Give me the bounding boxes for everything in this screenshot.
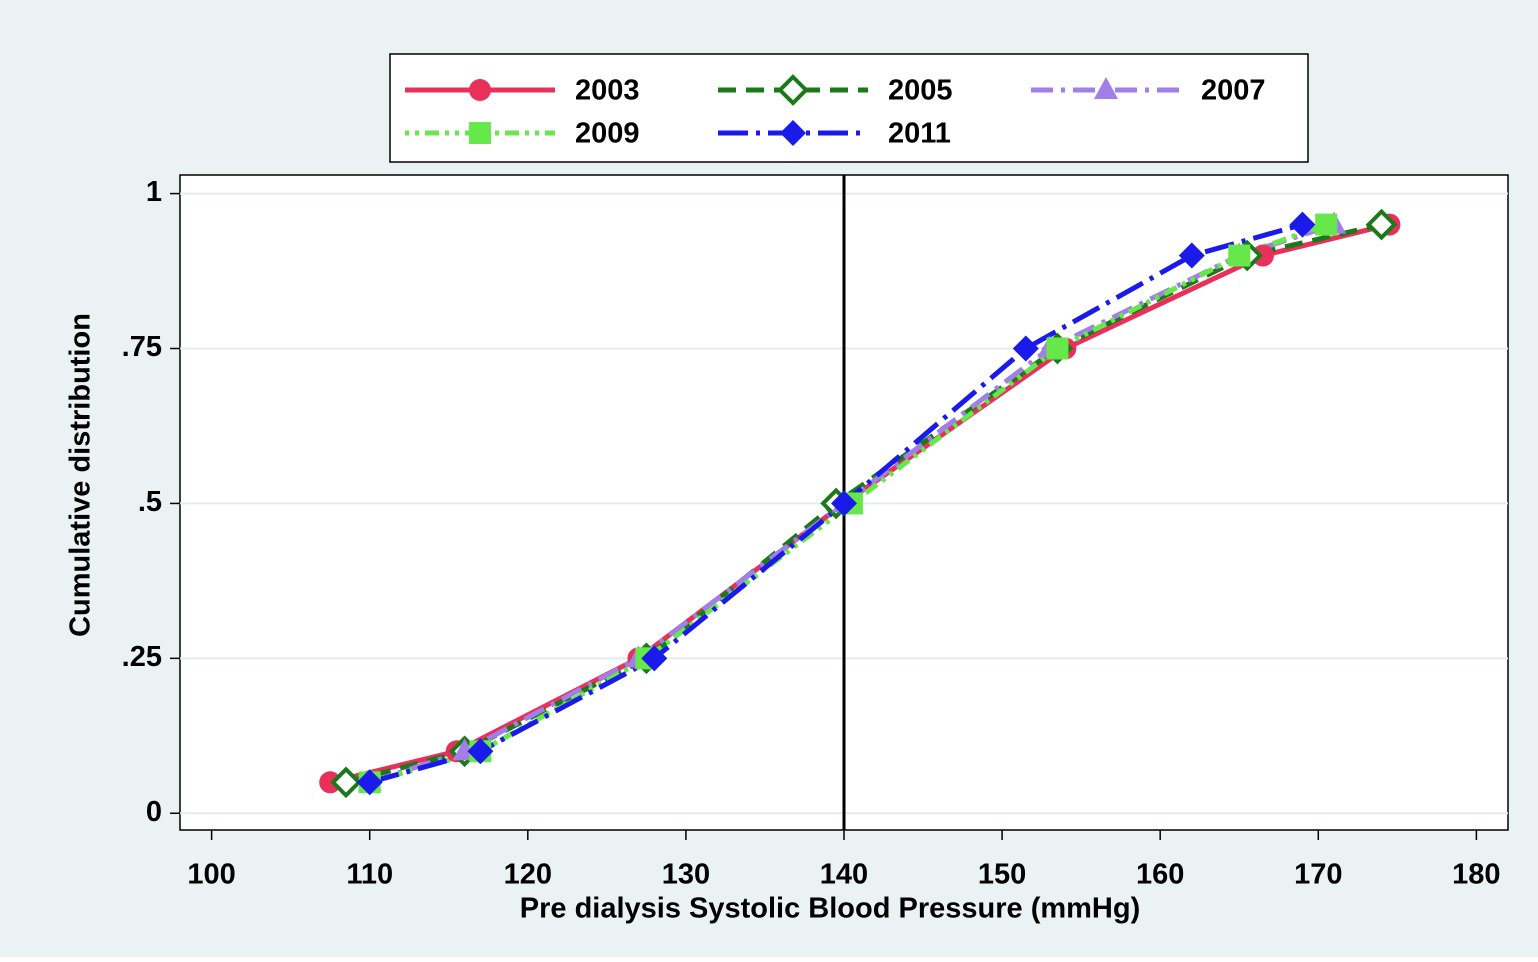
marker (831, 490, 857, 517)
x-tick-label: 100 (187, 859, 235, 891)
marker (330, 766, 362, 799)
y-tick-label: .75 (122, 331, 162, 363)
legend-marker (469, 79, 491, 101)
marker (1228, 244, 1251, 267)
legend-marker (780, 120, 806, 146)
y-axis-title: Cumulative distribution (65, 313, 97, 637)
marker (641, 645, 668, 672)
marker (1315, 213, 1338, 236)
x-tick-label: 140 (820, 859, 868, 891)
x-axis-title: Pre dialysis Systolic Blood Pressure (mm… (520, 893, 1140, 925)
x-tick-label: 130 (662, 859, 710, 891)
legend-label: 2011 (888, 118, 951, 150)
legend-label: 2007 (1201, 75, 1266, 107)
legend-label: 2003 (575, 75, 640, 107)
legend-marker (777, 74, 809, 106)
legend-marker (469, 122, 491, 144)
legend (389, 53, 1309, 163)
x-tick-label: 120 (504, 859, 552, 891)
marker (1012, 335, 1039, 362)
x-tick-label: 170 (1294, 859, 1342, 891)
x-tick-label: 110 (346, 859, 393, 891)
marker (356, 769, 383, 796)
marker (1178, 242, 1205, 269)
marker (467, 738, 494, 765)
y-tick-label: 0 (146, 796, 162, 828)
legend-label: 2005 (888, 75, 953, 107)
x-tick-label: 180 (1452, 859, 1500, 891)
x-tick-label: 150 (978, 859, 1026, 891)
y-tick-label: 1 (146, 176, 162, 208)
marker (1365, 208, 1398, 241)
marker (1289, 211, 1316, 238)
marker (1046, 337, 1069, 360)
y-tick-label: .5 (138, 486, 162, 518)
x-tick-label: 160 (1136, 859, 1184, 891)
legend-marker (1094, 77, 1118, 99)
legend-label: 2009 (575, 118, 640, 150)
y-tick-label: .25 (122, 641, 162, 673)
